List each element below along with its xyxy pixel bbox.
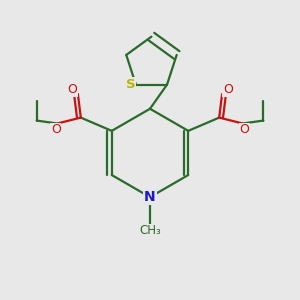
Text: CH₃: CH₃	[139, 224, 161, 238]
Text: N: N	[144, 190, 156, 204]
Text: O: O	[223, 83, 233, 96]
Text: S: S	[126, 78, 135, 91]
Text: O: O	[67, 83, 77, 96]
Text: O: O	[239, 124, 249, 136]
Text: O: O	[51, 124, 61, 136]
